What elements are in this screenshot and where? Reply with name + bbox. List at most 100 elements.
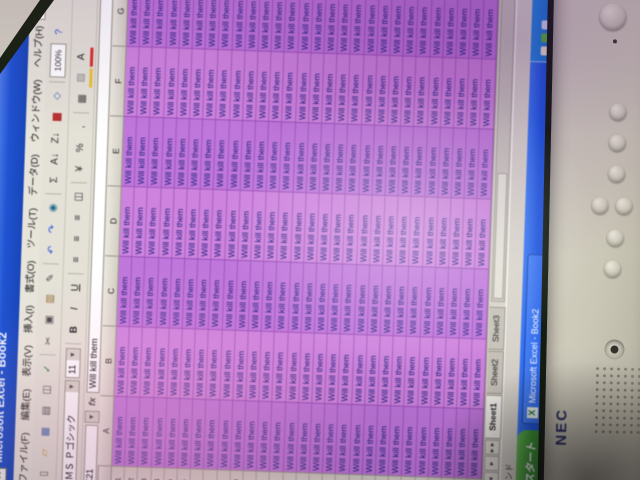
insert-function-icon[interactable]: fx: [86, 397, 98, 407]
monitor-button: [591, 196, 609, 215]
format-painter-icon[interactable]: ✎: [44, 273, 57, 283]
toolbar-separator: [39, 354, 56, 356]
menu-item[interactable]: 書式(O): [24, 260, 38, 294]
paste-icon[interactable]: ▥: [44, 293, 56, 304]
scrollbar-thumb[interactable]: [492, 172, 507, 300]
undo-icon[interactable]: ↶: [45, 245, 58, 255]
row-header[interactable]: 11: [242, 470, 258, 480]
row-header[interactable]: 18: [335, 473, 350, 480]
zoom-icon[interactable]: 100%: [49, 43, 67, 78]
start-label: スタート: [524, 442, 538, 480]
sheet-tab-sheet1[interactable]: Sheet1: [484, 394, 503, 440]
row-header[interactable]: 13: [269, 471, 284, 480]
row-header[interactable]: 7: [190, 468, 205, 480]
print-icon[interactable]: ▤: [40, 405, 52, 416]
menu-item[interactable]: 編集(E): [20, 388, 33, 421]
tab-scroll-button[interactable]: ►: [483, 455, 500, 472]
monitor-button: [606, 229, 624, 247]
currency-icon[interactable]: ¥: [73, 165, 85, 172]
toolbar-separator: [45, 193, 62, 195]
font-name-value: ＭＳ Ｐゴシック: [63, 414, 77, 480]
row-header[interactable]: 14: [282, 471, 297, 480]
borders-icon[interactable]: ▦: [76, 93, 88, 104]
row-header[interactable]: 2: [124, 466, 139, 480]
help-icon[interactable]: ?: [53, 29, 65, 35]
font-size-combo[interactable]: 11 ▼: [64, 347, 81, 379]
italic-icon[interactable]: I: [68, 307, 80, 311]
chevron-down-icon: ▼: [64, 380, 79, 393]
speaker-grille: [592, 365, 640, 439]
tab-scroll-button[interactable]: ◄: [483, 471, 499, 480]
row-header[interactable]: 10: [229, 469, 244, 480]
new-workbook-icon[interactable]: ▯: [38, 470, 50, 477]
monitor-button: [603, 260, 622, 278]
row-header[interactable]: 3: [137, 466, 152, 480]
sheet-tab-sheet3[interactable]: Sheet3: [487, 306, 506, 351]
font-name-combo[interactable]: ＭＳ Ｐゴシック ▼: [60, 379, 80, 480]
font-color-icon[interactable]: A: [72, 46, 94, 67]
align-center-icon[interactable]: ≡: [71, 235, 83, 242]
select-all-corner[interactable]: [97, 465, 112, 480]
row-header[interactable]: 22: [388, 475, 403, 480]
row-header[interactable]: 12: [256, 470, 271, 480]
row-header[interactable]: 23: [401, 475, 416, 480]
merge-center-icon[interactable]: ◫: [72, 191, 84, 202]
copy-icon[interactable]: ▣: [43, 314, 55, 325]
chevron-down-icon[interactable]: ▼: [83, 410, 100, 424]
open-icon[interactable]: ▱: [38, 448, 50, 457]
monitor-button: [615, 197, 633, 215]
cell-grid: Will kill them Will kill them Will kill th…: [111, 0, 499, 479]
row-header[interactable]: 20: [361, 474, 376, 480]
row-header[interactable]: 17: [322, 472, 337, 480]
excel-app-icon: X: [0, 467, 7, 480]
fill-color-icon[interactable]: ▨: [72, 67, 93, 88]
row-header[interactable]: 15: [295, 472, 310, 480]
print-preview-icon[interactable]: ◫: [40, 384, 53, 395]
row-header[interactable]: 25: [427, 476, 442, 480]
menu-item[interactable]: 表示(V): [21, 344, 35, 377]
cut-icon[interactable]: ✂: [42, 336, 54, 346]
align-right-icon[interactable]: ≡: [71, 214, 84, 221]
row-header[interactable]: 19: [348, 473, 363, 480]
align-left-icon[interactable]: ≡: [70, 256, 82, 263]
row-header[interactable]: 4: [150, 466, 165, 480]
sheet-tab-sheet2[interactable]: Sheet2: [486, 350, 504, 395]
bold-icon[interactable]: B: [68, 325, 80, 334]
name-box[interactable]: K21: [82, 424, 98, 480]
row-header[interactable]: 9: [216, 469, 231, 480]
power-led: [612, 39, 617, 44]
row-header[interactable]: 6: [177, 467, 192, 480]
row-header[interactable]: 8: [203, 468, 218, 480]
spelling-icon[interactable]: ✓: [41, 364, 53, 374]
menu-item[interactable]: ツール(T): [26, 207, 39, 249]
sort-ascending-icon[interactable]: A↓: [48, 152, 61, 165]
drawing-icon[interactable]: ◇: [51, 91, 63, 100]
menu-item[interactable]: 挿入(I): [23, 304, 36, 334]
toolbar-separator: [70, 181, 87, 184]
monitor-power-switch: [604, 339, 625, 360]
underline-icon[interactable]: U: [69, 283, 81, 292]
tab-scroll-button[interactable]: ►►: [484, 439, 501, 456]
monitor-button: [609, 103, 627, 121]
row-header[interactable]: 16: [308, 472, 324, 480]
comma-style-icon[interactable]: ,: [75, 125, 87, 129]
monitor-button: [608, 134, 626, 152]
percent-icon[interactable]: %: [74, 143, 86, 153]
save-icon[interactable]: ▦: [39, 426, 51, 437]
chart-wizard-icon[interactable]: ▆: [50, 112, 62, 121]
hyperlink-icon[interactable]: ◉: [47, 203, 59, 213]
autosum-icon[interactable]: Σ: [48, 176, 60, 184]
row-header[interactable]: 1: [111, 465, 126, 480]
row-header[interactable]: 24: [414, 476, 429, 480]
window-title: Microsoft Excel - Book2: [0, 332, 10, 463]
sort-descending-icon[interactable]: Z↓: [49, 132, 62, 144]
crt-screen: X Microsoft Excel - Book2 ファイル(F) 編集(E) 表示…: [0, 0, 565, 480]
row-header[interactable]: 21: [374, 474, 390, 480]
toolbar-separator: [49, 81, 66, 83]
font-size-value: 11: [67, 364, 78, 375]
redo-icon[interactable]: ↷: [46, 224, 58, 234]
menu-item[interactable]: ファイル(F): [18, 432, 32, 480]
menu-item[interactable]: データ(D): [28, 154, 41, 197]
row-header[interactable]: 5: [163, 467, 178, 480]
